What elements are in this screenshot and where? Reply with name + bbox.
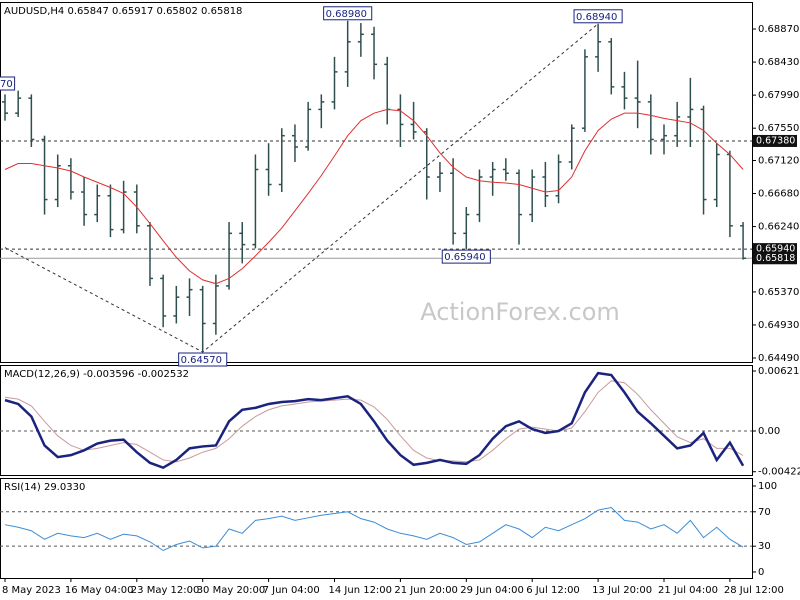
rsi-header: RSI(14) 29.0330 [4,482,85,493]
x-tick-label: 16 May 04:00 [65,585,134,596]
y-tick-label: 30 [758,541,771,552]
x-tick-label: 21 Jun 20:00 [394,585,458,596]
indicator-line [4,371,745,470]
level-tag [753,243,797,256]
y-tick-label: 0.66240 [758,222,799,233]
y-tick-label: 100 [758,481,777,492]
x-tick-label: 21 Jul 04:00 [658,585,718,596]
y-tick-label: 0.68870 [758,24,799,35]
x-tick-label: 14 Jun 12:00 [329,585,393,596]
annotation-box [323,6,373,21]
price-header: AUDUSD,H4 0.65847 0.65917 0.65802 0.6581… [4,6,242,17]
level-tag [753,252,797,265]
rsi-panel [0,478,753,579]
indicator-line [4,506,744,552]
macd-panel [0,365,753,476]
x-tick-label: 28 Jul 12:00 [724,585,784,596]
annotation-label: 70 [0,79,13,90]
y-tick-label: 0.00 [758,426,780,437]
x-tick-label: 8 May 2023 [2,585,61,596]
y-tick-label: 0.66680 [758,189,799,200]
annotation-label: 0.64570 [181,355,222,366]
x-tick-label: 6 Jul 12:00 [526,585,580,596]
y-tick-label: 0 [758,567,764,578]
y-tick-label: 0.006217 [758,366,800,377]
macd-header: MACD(12,26,9) -0.003596 -0.002532 [4,369,189,380]
y-tick-label: 0.64930 [758,320,799,331]
level-tag-label: 0.65818 [756,253,795,264]
y-tick-label: 0.67120 [758,155,799,166]
annotation-box [441,249,491,264]
annotation-label: 0.68940 [576,12,617,23]
y-tick-label: 0.65370 [758,287,799,298]
annotation-label: 0.65940 [444,252,485,263]
annotation-box [0,76,16,91]
x-tick-label: 30 May 20:00 [197,585,266,596]
price-panel [0,2,753,363]
annotation-box [178,352,228,367]
x-tick-label: 7 Jun 04:00 [263,585,320,596]
moving-average [4,108,744,285]
watermark: ActionForex.com [420,298,620,326]
x-tick-label: 29 Jun 04:00 [460,585,524,596]
y-tick-label: 0.68430 [758,57,799,68]
y-tick-label: 0.64490 [758,353,799,364]
level-tag-label: 0.67380 [756,135,795,146]
y-tick-label: 0.67990 [758,90,799,101]
y-tick-label: 70 [758,507,771,518]
annotation-label: 0.68980 [326,9,367,20]
y-tick-label: 0.67550 [758,123,799,134]
x-tick-label: 13 Jul 20:00 [592,585,652,596]
level-tag-label: 0.65940 [756,244,795,255]
level-tag [753,134,797,147]
annotation-box [573,9,623,24]
x-tick-label: 23 May 12:00 [131,585,200,596]
